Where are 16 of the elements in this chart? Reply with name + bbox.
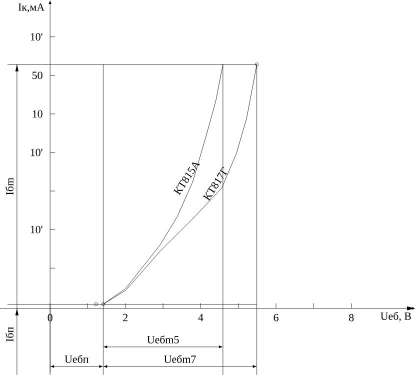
x-tick-label: 4 [198, 314, 204, 322]
annotation: 10 [32, 110, 42, 118]
text: Iбп [5, 327, 14, 342]
text: Uебm7 [164, 354, 196, 363]
x-tick-label: 6 [274, 314, 278, 322]
text: Uебп [64, 354, 88, 363]
y-axis-title: Iк,мА [18, 4, 44, 12]
annotation: Iбm [5, 178, 14, 195]
x-tick-label: 8 [349, 314, 354, 322]
annotation: 10' [30, 148, 42, 156]
annotation: 50 [32, 72, 42, 80]
x-axis-title: Uеб, В [380, 312, 411, 322]
x-tick-label: 2 [123, 314, 128, 322]
text: Uебm5 [147, 335, 179, 344]
annotation: 10' [30, 226, 42, 234]
text: 10' [30, 33, 42, 41]
